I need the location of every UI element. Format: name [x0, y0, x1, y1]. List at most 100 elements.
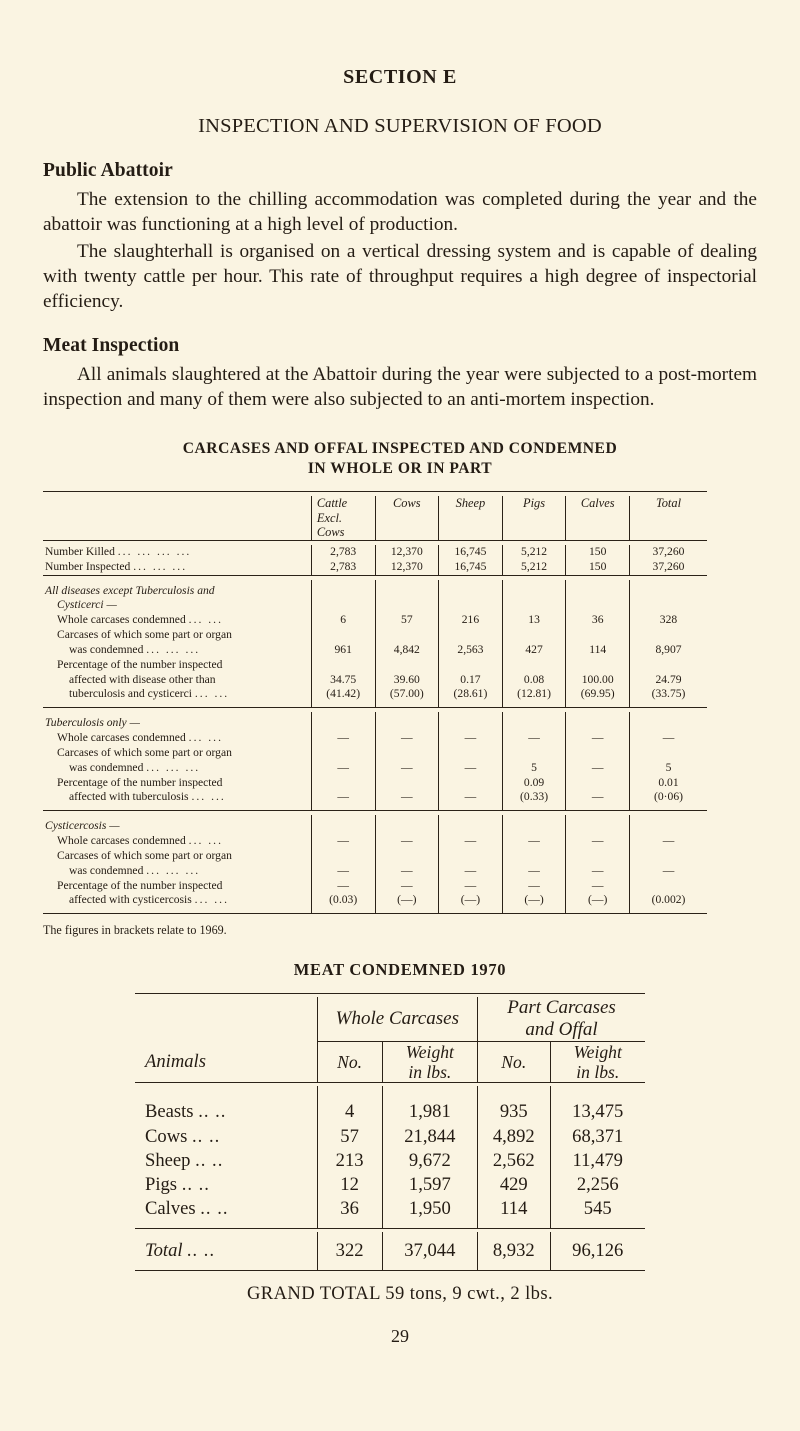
- cell-sheep: —: [438, 775, 503, 806]
- cell-part-weight: 11,479: [549, 1148, 645, 1173]
- table-row: Pigs .. .. 12 1,597 429 2,256: [135, 1172, 645, 1198]
- cell-whole-weight: 1,597: [381, 1172, 478, 1198]
- heading-public-abattoir: Public Abattoir: [43, 160, 173, 181]
- cell-whole-no: 36: [316, 1197, 383, 1222]
- cell-whole-weight: 21,844: [381, 1124, 478, 1149]
- cell-prev-year: (28.61): [453, 687, 488, 701]
- cell-total: 37,260: [629, 544, 707, 560]
- group2-title-text: Tuberculosis only —: [45, 716, 140, 730]
- table2-header-blank: [135, 997, 317, 1042]
- group2-title: Tuberculosis only —: [43, 712, 311, 731]
- cell-calves: —: [565, 775, 630, 806]
- table1-header-total: Total: [629, 496, 707, 541]
- cell-pigs: 0.08 (12.81): [501, 657, 566, 703]
- table1-rule-top: [43, 491, 707, 497]
- cell-whole-no: 4: [316, 1100, 383, 1125]
- cell-cows: —: [374, 731, 439, 746]
- table1-wrapper: Cattle Excl. Cows Cows Sheep Pigs Calves…: [43, 491, 707, 917]
- table1-row-label: Carcases of which some part or organ was…: [43, 849, 311, 879]
- table-row: Percentage of the number inspected affec…: [43, 657, 707, 703]
- group3-title: Cysticercosis —: [43, 815, 311, 834]
- cell-pigs: —: [501, 848, 566, 879]
- cell-cows: 57: [374, 613, 439, 629]
- cell-sheep: — (—): [438, 878, 503, 909]
- cell-prev-year: (—): [524, 893, 544, 907]
- cell-part-no: 935: [477, 1100, 550, 1125]
- header-cattle-line3: Cows: [316, 525, 345, 540]
- paragraph-abattoir-1: The extension to the chilling accommodat…: [43, 189, 757, 236]
- cell-whole-weight: 9,672: [381, 1148, 478, 1173]
- cell-calves: — (—): [565, 878, 630, 909]
- row-label-line1: Percentage of the number inspected: [57, 878, 223, 892]
- table2-total-label: Total .. ..: [135, 1239, 317, 1263]
- paragraph-abattoir-2: The slaughterhall is organised on a vert…: [43, 241, 757, 313]
- table1-header-calves: Calves: [565, 496, 630, 541]
- table-row: Beasts .. .. 4 1,981 935 13,475: [135, 1100, 645, 1125]
- cell-total: —: [629, 834, 707, 849]
- table2-subheader-part-weight: Weight in lbs.: [549, 1041, 645, 1083]
- table1-row-label: Percentage of the number inspected affec…: [43, 879, 311, 909]
- table2-subheader-part-no: No.: [477, 1041, 550, 1083]
- cell-total-part-no: 8,932: [477, 1239, 550, 1264]
- cell-calves: 100.00 (69.95): [565, 657, 630, 703]
- paragraph-meat-inspection-1: All animals slaughtered at the Abattoir …: [43, 364, 757, 411]
- table2-total-row: Total .. .. 322 37,044 8,932 96,126: [135, 1239, 645, 1264]
- table1-footnote: The figures in brackets relate to 1969.: [43, 923, 227, 938]
- cell-sheep: 216: [438, 613, 503, 629]
- cell-total: 328: [629, 613, 707, 629]
- row-leaders: ... ... ...: [146, 760, 201, 774]
- row-label-line1: Percentage of the number inspected: [57, 775, 223, 789]
- table2-subheader-whole-no: No.: [316, 1041, 383, 1083]
- table2-row-label: Cows .. ..: [135, 1125, 317, 1149]
- table2-subheader-whole-weight: Weight in lbs.: [381, 1041, 478, 1083]
- row-label-text: Whole carcases condemned ... ...: [57, 731, 223, 745]
- cell-part-no: 429: [477, 1172, 550, 1198]
- cell-cows: —: [374, 745, 439, 776]
- animal-name: Cows: [145, 1125, 188, 1147]
- row-label-line2: was condemned ... ... ...: [69, 863, 201, 877]
- cell-total: 24.79 (33.75): [629, 657, 707, 703]
- header-cattle-line1: Cattle: [316, 496, 348, 511]
- cell-sheep: —: [438, 834, 503, 849]
- table2-wrapper: Whole Carcases Part Carcases and Offal A…: [135, 993, 645, 1275]
- heading-meat-inspection: Meat Inspection: [43, 335, 180, 357]
- table2-header-whole-carcases: Whole Carcases: [316, 997, 478, 1042]
- table1-row-label: Number Killed ... ... ... ...: [43, 545, 311, 560]
- row-leaders: .. ..: [187, 1240, 216, 1262]
- cell-pigs: 5,212: [501, 544, 566, 560]
- cell-cows: 12,370: [374, 559, 439, 576]
- table1-row-label: Whole carcases condemned ... ...: [43, 834, 311, 849]
- cell-cows: 12,370: [374, 544, 439, 560]
- cell-prev-year: (0·06): [654, 790, 683, 804]
- table1-row-label: Whole carcases condemned ... ...: [43, 613, 311, 628]
- table2-rule-before-total: [135, 1228, 645, 1233]
- cell-cattle: 34.75 (41.42): [310, 657, 375, 703]
- group3-title-text: Cysticercosis —: [45, 819, 120, 833]
- cell-cattle: —: [310, 775, 375, 806]
- row-label-line2: affected with cysticercosis ... ...: [69, 893, 229, 907]
- cell-sheep: 16,745: [438, 559, 503, 576]
- row-leaders: ... ...: [188, 834, 223, 848]
- table1-rule-1: [43, 574, 707, 580]
- table1-row-label: Percentage of the number inspected affec…: [43, 776, 311, 806]
- table2-rule-bottom: [135, 1270, 645, 1275]
- cell-prev-year: (57.00): [389, 687, 424, 701]
- table1-rule-bottom: [43, 913, 707, 917]
- cell-calves: —: [565, 731, 630, 746]
- row-leaders: .. ..: [192, 1125, 221, 1147]
- table-carcases-offal-inspected: Cattle Excl. Cows Cows Sheep Pigs Calves…: [43, 491, 707, 917]
- cell-cattle: 961: [310, 628, 375, 658]
- cell-pigs: 0.09 (0.33): [501, 775, 566, 806]
- cell-cows: —: [374, 848, 439, 879]
- cell-sheep: 2,563: [438, 628, 503, 658]
- cell-prev-year: (—): [460, 893, 481, 907]
- table-row-group-header: All diseases except Tuberculosis and Cys…: [43, 579, 707, 614]
- table2-row-label: Beasts .. ..: [135, 1100, 317, 1124]
- cell-prev-year: (12.81): [517, 687, 551, 701]
- table1-header-cows: Cows: [374, 496, 439, 541]
- animal-name: Calves: [145, 1198, 196, 1220]
- table2-rule-after-header: [135, 1082, 645, 1087]
- row-label-line1: Carcases of which some part or organ: [57, 848, 232, 862]
- table-row: Cows .. .. 57 21,844 4,892 68,371: [135, 1124, 645, 1149]
- cell-part-no: 4,892: [477, 1124, 550, 1149]
